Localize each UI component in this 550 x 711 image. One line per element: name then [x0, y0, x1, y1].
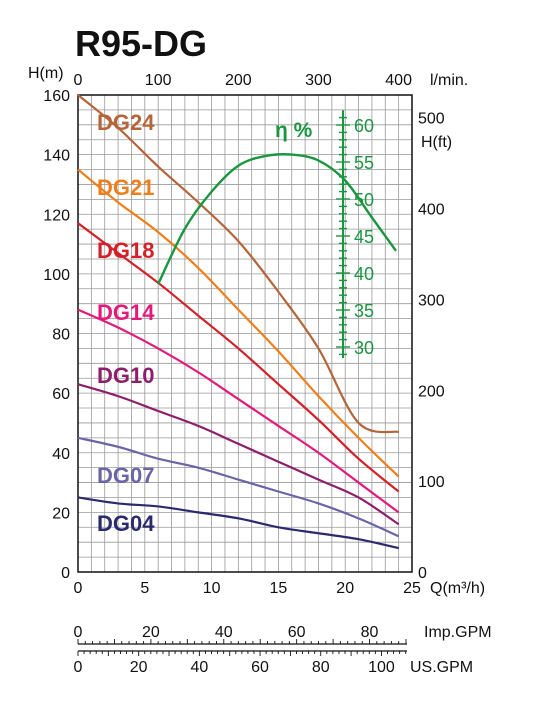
- imp-gpm-tick-label: 0: [74, 624, 83, 641]
- efficiency-tick-label: 35: [354, 301, 374, 321]
- imp-gpm-tick-label: 40: [215, 624, 233, 641]
- x-tick-label: 10: [203, 580, 221, 597]
- series-line-dg04: [77, 496, 399, 550]
- series-line-dg24: [77, 94, 399, 434]
- y-tick-label: 40: [52, 446, 70, 463]
- y-tick-label: 140: [43, 148, 70, 165]
- y-tick-label: 80: [52, 327, 70, 344]
- right-tick-label: 400: [418, 202, 445, 219]
- top-tick-label: 0: [74, 72, 83, 89]
- x-axis-label: Q(m³/h): [430, 580, 485, 597]
- series-line-dg10: [77, 383, 400, 526]
- right-axis-label: H(ft): [421, 134, 452, 151]
- efficiency-tick-label: 40: [354, 264, 374, 284]
- series-label-dg07: DG07: [97, 463, 154, 488]
- series-label-dg18: DG18: [97, 238, 154, 263]
- efficiency-curve: 30 35 40 45 50 55 60 η %: [157, 110, 397, 359]
- efficiency-tick-label: 55: [354, 153, 374, 173]
- series-label-dg24: DG24: [97, 110, 155, 135]
- us-gpm-tick-label: 40: [190, 659, 208, 676]
- y-axis-label: H(m): [28, 65, 64, 82]
- series-label-dg04: DG04: [97, 511, 155, 536]
- efficiency-tick-label: 30: [354, 338, 374, 358]
- imp-gpm-tick-label: 60: [288, 624, 306, 641]
- imp-gpm-label: Imp.GPM: [424, 624, 492, 641]
- us-gpm-label: US.GPM: [410, 659, 473, 676]
- top-tick-label: 400: [385, 72, 412, 89]
- plot-frame: [77, 94, 413, 573]
- series-label-dg10: DG10: [97, 363, 154, 388]
- efficiency-line: [157, 153, 397, 285]
- axes: 0 5 10 15 20 25 Q(m³/h)0 100 200 300 400 l/min.0204…: [28, 65, 485, 597]
- top-tick-label: 200: [225, 72, 252, 89]
- x-tick-label: 15: [270, 580, 288, 597]
- y-tick-label: 160: [43, 88, 70, 105]
- y-tick-label: 0: [61, 565, 70, 582]
- us-gpm-tick-label: 80: [312, 659, 330, 676]
- efficiency-axis-label: η %: [275, 119, 313, 142]
- series-labels: DG24 DG21 DG18 DG14 DG10 DG07 DG04: [97, 110, 155, 536]
- us-gpm-tick-label: 20: [130, 659, 148, 676]
- series-label-dg14: DG14: [97, 300, 155, 325]
- y-tick-label: 20: [52, 505, 70, 522]
- right-tick-label: 200: [418, 383, 445, 400]
- us-gpm-tick-label: 100: [368, 659, 395, 676]
- gpm-scales: 0 20 40 60 80 Imp.GPM 0 20 40 60 80 100 US.GPM: [74, 624, 492, 676]
- efficiency-tick-label: 50: [354, 190, 374, 210]
- top-tick-label: 100: [145, 72, 172, 89]
- series-label-dg21: DG21: [97, 175, 154, 200]
- right-tick-label: 500: [418, 111, 445, 128]
- y-tick-label: 100: [43, 267, 70, 284]
- right-tick-label: 100: [418, 474, 445, 491]
- x-tick-label: 20: [336, 580, 354, 597]
- chart-title: R95-DG: [75, 23, 207, 64]
- efficiency-tick-label: 60: [354, 116, 374, 136]
- x-tick-label: 5: [140, 580, 149, 597]
- us-gpm-tick-label: 0: [74, 659, 83, 676]
- x-tick-label: 0: [74, 580, 83, 597]
- series-line-dg18: [77, 222, 400, 493]
- imp-gpm-tick-label: 20: [142, 624, 160, 641]
- series-line-dg07: [77, 436, 400, 538]
- y-tick-label: 120: [43, 207, 70, 224]
- right-tick-label: 300: [418, 292, 445, 309]
- series-line-dg14: [77, 308, 400, 514]
- top-axis-label: l/min.: [430, 72, 468, 89]
- top-tick-label: 300: [305, 72, 332, 89]
- series-line-dg21: [77, 168, 400, 478]
- series-lines: [77, 94, 400, 550]
- x-tick-label: 25: [403, 580, 421, 597]
- imp-gpm-tick-label: 80: [361, 624, 379, 641]
- plot-border: [77, 94, 413, 573]
- right-tick-label: 0: [418, 565, 427, 582]
- us-gpm-tick-label: 60: [251, 659, 269, 676]
- plot-grid: [78, 95, 412, 572]
- y-tick-label: 60: [52, 386, 70, 403]
- efficiency-tick-label: 45: [354, 227, 374, 247]
